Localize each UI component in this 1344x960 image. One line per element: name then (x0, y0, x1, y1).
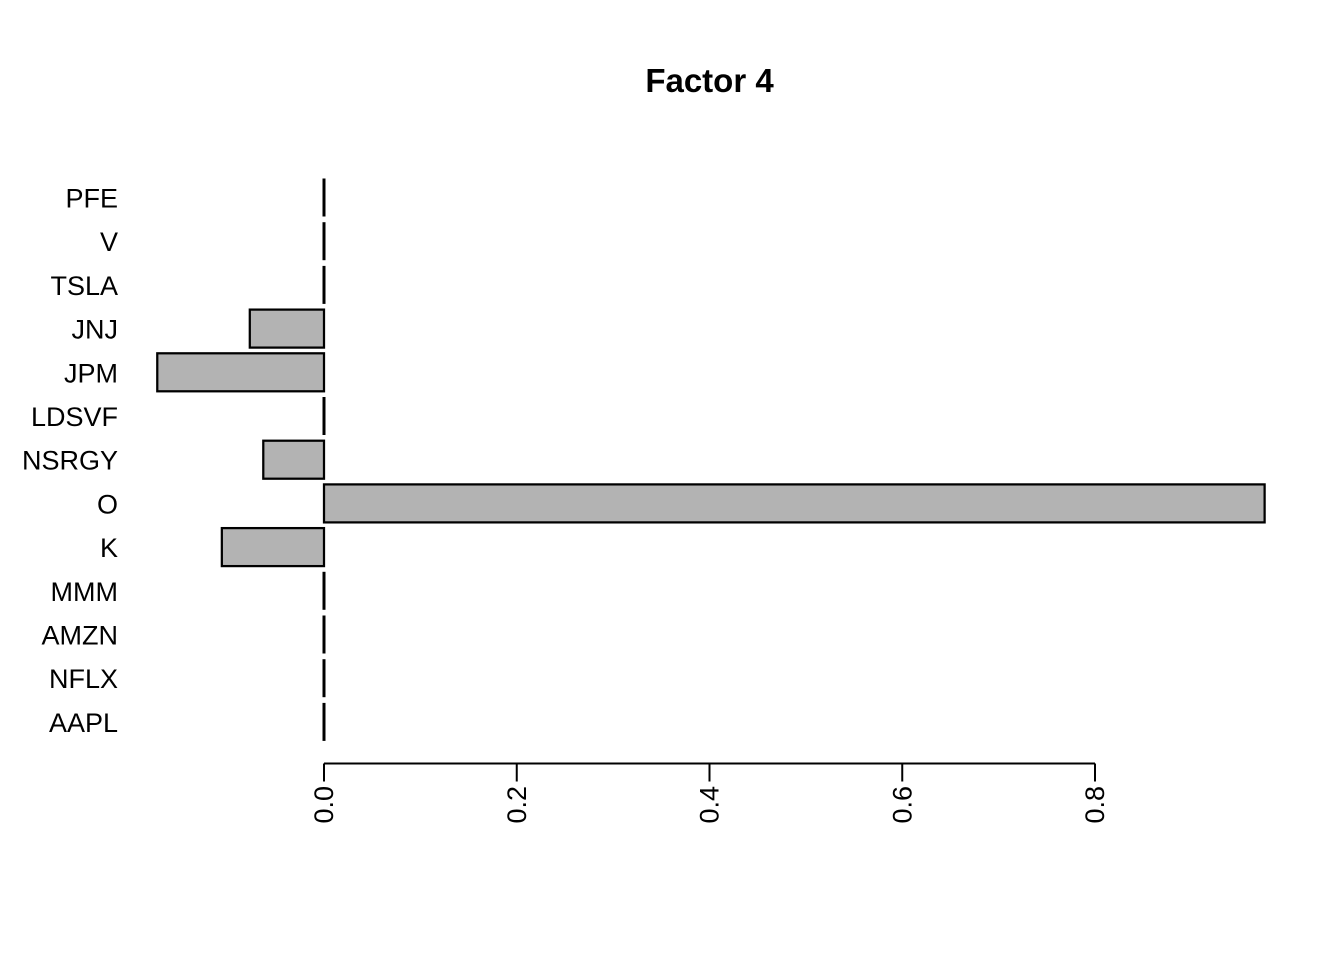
category-label-JPM: JPM (64, 358, 118, 388)
x-tick-label-0.6: 0.6 (887, 786, 917, 824)
category-label-JNJ: JNJ (72, 315, 119, 345)
x-tick-label-0.8: 0.8 (1080, 786, 1110, 824)
bar-K (220, 526, 326, 568)
category-label-AMZN: AMZN (42, 621, 119, 651)
category-label-MMM: MMM (51, 577, 118, 607)
category-label-NFLX: NFLX (49, 664, 118, 694)
bar-JPM (156, 352, 326, 393)
x-tick-label-0.4: 0.4 (695, 786, 725, 824)
bar-NSRGY (262, 439, 326, 480)
chart-title: Factor 4 (645, 62, 774, 99)
category-label-TSLA: TSLA (50, 271, 118, 301)
bar-JNJ (248, 308, 326, 349)
category-label-O: O (97, 489, 118, 519)
bar-O (322, 483, 1266, 524)
x-tick-label-0.0: 0.0 (309, 786, 339, 824)
category-label-LDSVF: LDSVF (31, 402, 118, 432)
category-label-PFE: PFE (65, 184, 118, 214)
x-tick-label-0.2: 0.2 (502, 786, 532, 824)
category-label-V: V (100, 227, 118, 257)
category-label-NSRGY: NSRGY (22, 446, 118, 476)
category-label-AAPL: AAPL (49, 708, 118, 738)
category-label-K: K (100, 533, 118, 563)
